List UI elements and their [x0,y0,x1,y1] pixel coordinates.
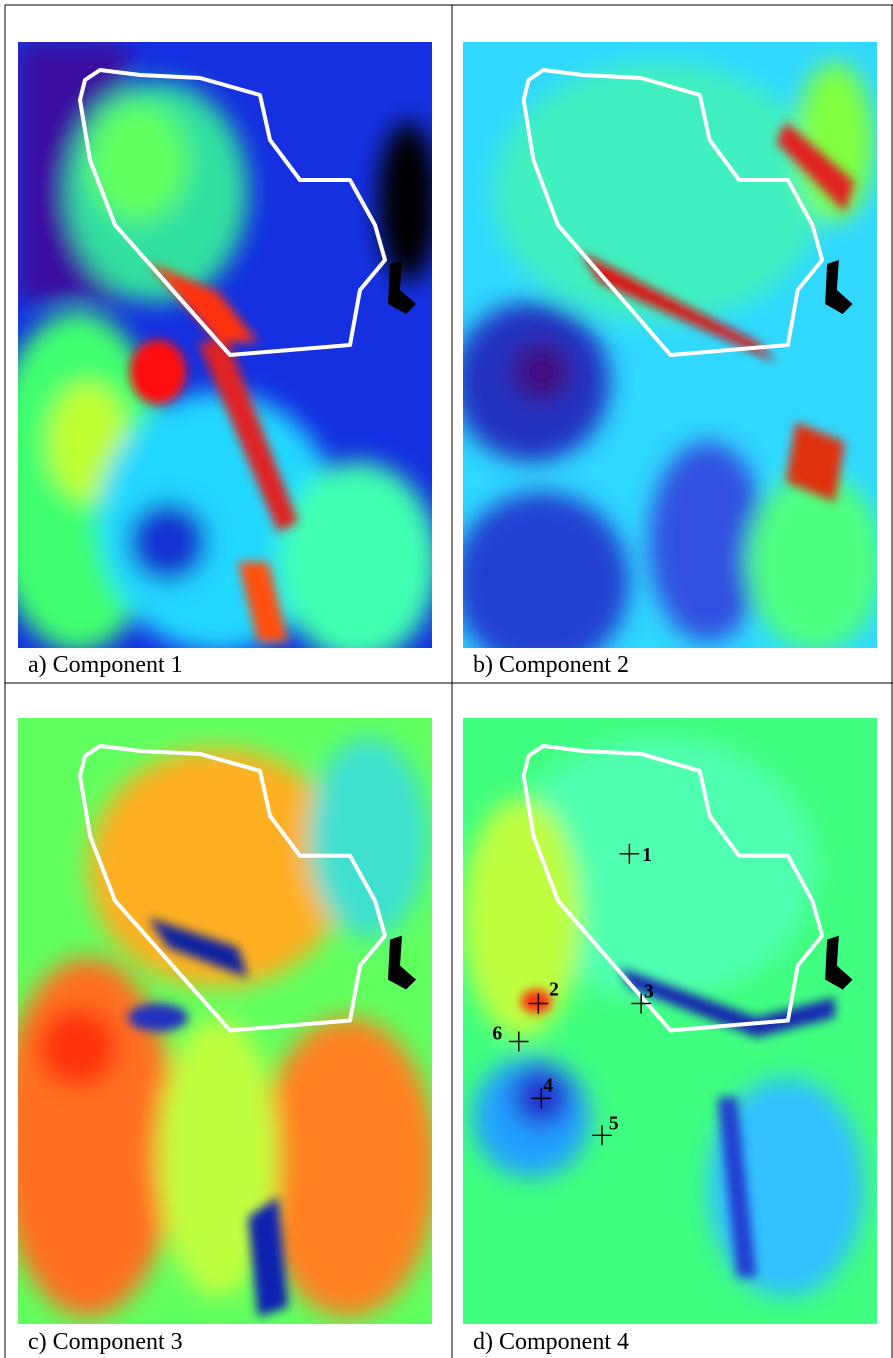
marker-label: 4 [543,1074,553,1096]
panel-image [18,42,432,648]
panel-image: 1 2 3 4 5 6 [463,718,877,1324]
panel-image [18,718,432,1324]
caption: d) Component 4 [473,1328,629,1356]
panel-image [463,42,877,648]
marker-label: 6 [492,1022,502,1044]
caption: a) Component 1 [28,651,183,679]
marker-label: 1 [642,844,652,866]
page: a) Component 1 b) Component 2 c) Compone… [0,0,893,1358]
caption: b) Component 2 [473,651,629,679]
marker-label: 3 [644,980,654,1002]
caption: c) Component 3 [28,1328,183,1356]
marker-label: 5 [609,1112,619,1134]
marker-label: 2 [549,978,559,1000]
